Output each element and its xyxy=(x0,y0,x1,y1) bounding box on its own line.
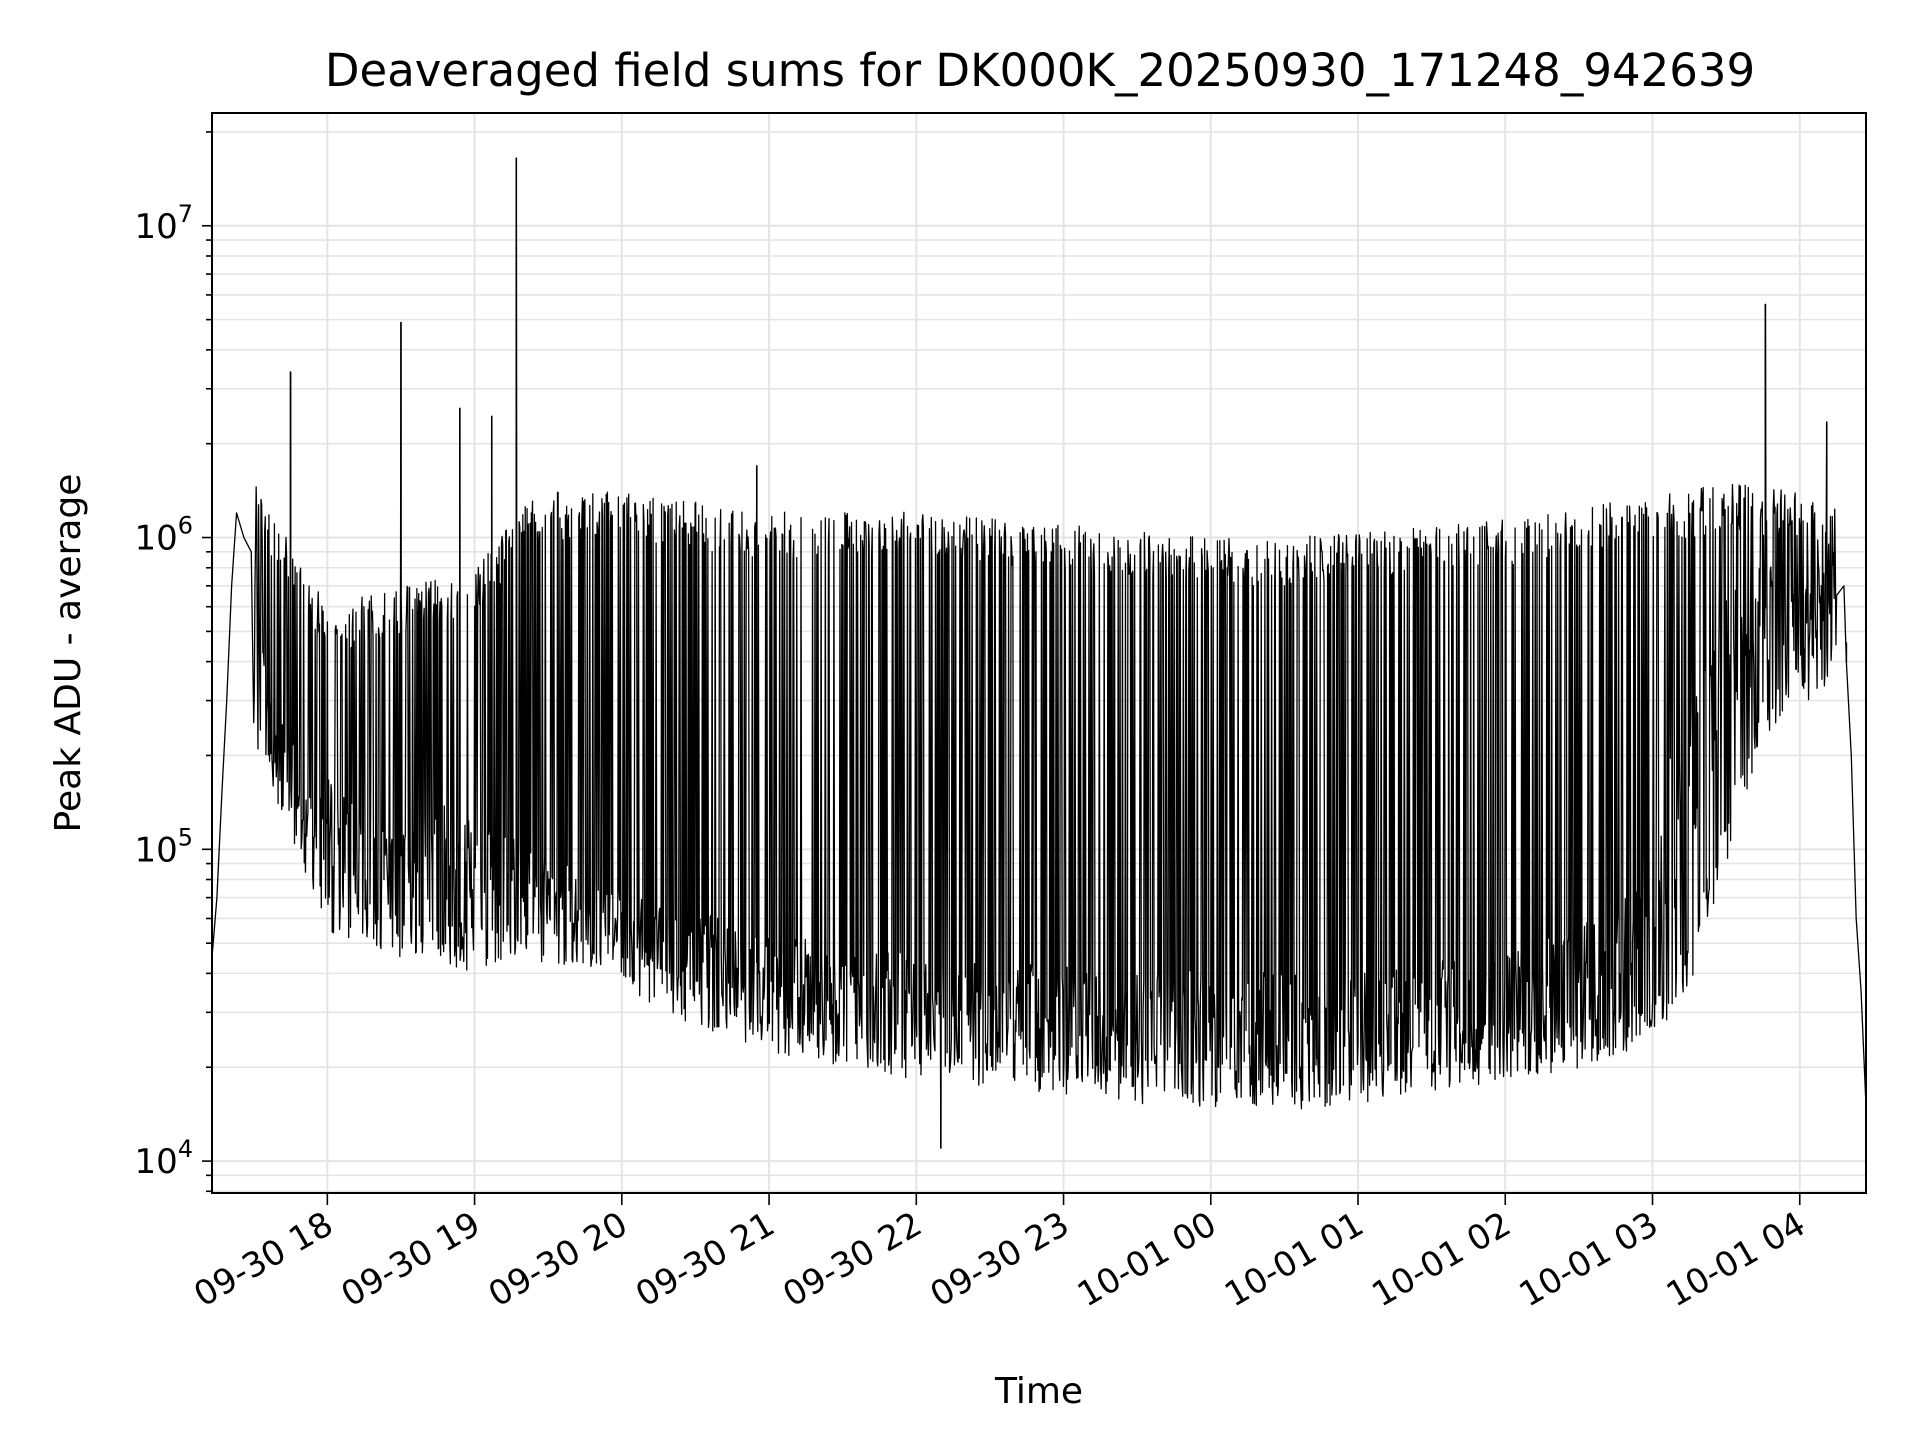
y-tick-label: 107 xyxy=(134,200,193,247)
y-tick-label: 105 xyxy=(134,823,193,870)
chart-title: Deaveraged field sums for DK000K_2025093… xyxy=(325,44,1755,97)
y-tick-label: 106 xyxy=(134,512,193,559)
y-axis-label: Peak ADU - average xyxy=(48,474,89,833)
x-axis-label: Time xyxy=(994,1371,1083,1412)
trace-group xyxy=(211,157,1867,1149)
plot-frame xyxy=(211,112,1867,1194)
series-line xyxy=(211,157,1867,1149)
y-tick-label: 104 xyxy=(134,1135,193,1182)
